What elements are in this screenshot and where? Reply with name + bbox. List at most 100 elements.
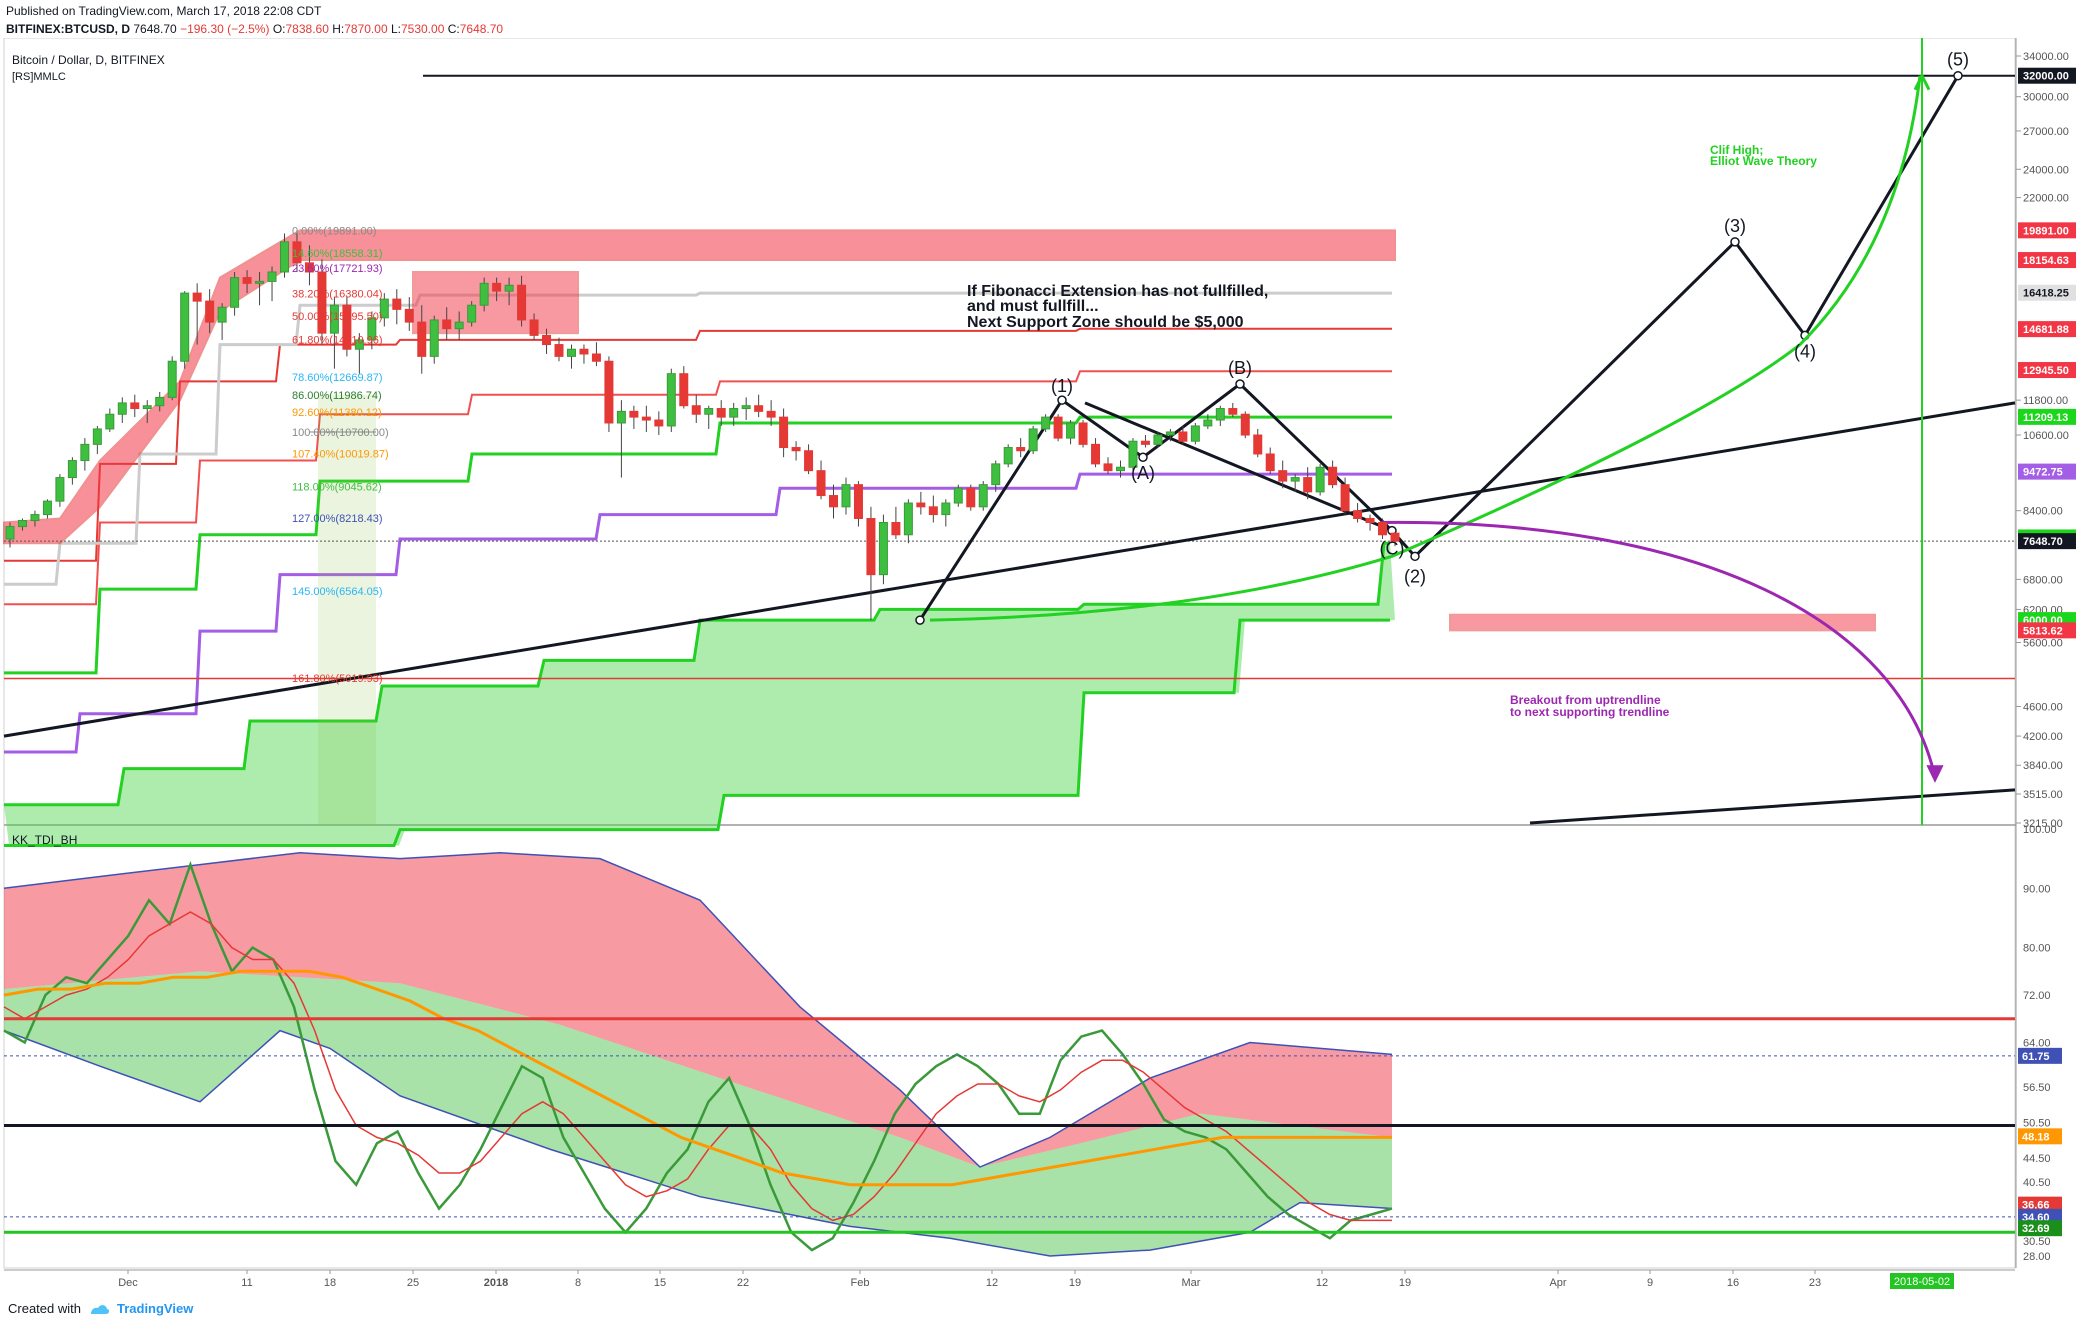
candle: [554, 344, 564, 357]
candle: [1328, 466, 1338, 486]
price-tick-label: 10600.00: [2023, 430, 2069, 442]
candle: [317, 271, 327, 334]
low-value: 7530.00: [400, 22, 445, 36]
candle: [654, 419, 664, 427]
indicator-label: 36.66: [2022, 1200, 2050, 1212]
price-tick-label: 3215.00: [2023, 818, 2063, 830]
candle: [928, 506, 938, 516]
tdi-red-band: [4, 852, 1392, 1168]
grey-band: [4, 291, 1392, 586]
candle: [1253, 434, 1263, 455]
indicator-tick-label: 40.50: [2023, 1177, 2051, 1189]
fib-label: 86.00%(11986.74): [292, 390, 382, 402]
footer-created-label: Created with: [8, 1301, 81, 1316]
candle: [1353, 510, 1363, 520]
fib-label: 145.00%(6564.05): [292, 586, 383, 598]
candle: [566, 348, 576, 357]
last-price: 7648.70: [133, 22, 177, 36]
candle: [941, 502, 951, 516]
chart-canvas[interactable]: Bitcoin / Dollar, D, BITFINEX [RS]MMLC 0.0…: [0, 38, 2078, 1300]
high-value: 7870.00: [344, 22, 388, 36]
candle: [816, 470, 826, 497]
candle: [479, 282, 489, 306]
wave-label: (A): [1131, 463, 1155, 483]
candle: [105, 413, 115, 430]
candle: [903, 502, 913, 536]
candle: [1066, 422, 1076, 439]
candle: [1115, 466, 1125, 472]
uptrend-line: [3, 401, 2016, 738]
candle: [866, 518, 876, 576]
time-tick-label: 22: [737, 1277, 749, 1289]
candle: [804, 450, 814, 472]
price-tick-label: 3515.00: [2023, 789, 2063, 801]
wave-point: [1410, 551, 1420, 562]
support-box: [1449, 613, 1876, 632]
candle: [467, 304, 477, 323]
candle: [67, 460, 77, 479]
price-label: 9472.75: [2023, 467, 2063, 479]
price-tick-label: 11800.00: [2023, 395, 2068, 407]
candle: [829, 495, 839, 508]
indicator-label-box: [2018, 1196, 2062, 1213]
date-highlight-label: 2018-05-02: [1894, 1276, 1950, 1288]
resistance-box: [412, 270, 579, 335]
candle: [916, 502, 926, 508]
tdi-lower-line: [3, 1029, 1393, 1257]
tdi-green-band: [4, 971, 1392, 1256]
candle: [1140, 440, 1150, 445]
wave-point: [1953, 70, 1963, 81]
wave-point: [1057, 395, 1067, 405]
candle: [1003, 447, 1013, 465]
candle: [1390, 532, 1400, 542]
candle: [192, 292, 202, 302]
price-tick-label: 8400.00: [2023, 506, 2063, 518]
candle: [17, 520, 27, 528]
published-line: Published on TradingView.com, March 17, …: [6, 4, 322, 18]
time-tick-label: 12: [986, 1277, 998, 1289]
candle: [1041, 416, 1051, 430]
candle: [604, 360, 614, 424]
candle: [367, 317, 377, 341]
green-projection-curve: [929, 75, 1922, 622]
fib-label: 50.00%(15295.50): [292, 311, 383, 323]
candle: [978, 484, 988, 508]
wave-point: [1138, 452, 1148, 462]
candle: [1190, 425, 1200, 442]
indicator-tick-label: 30.50: [2023, 1236, 2051, 1248]
candle: [1303, 477, 1313, 493]
price-label-box: [2018, 222, 2076, 239]
high-label: H:: [332, 22, 345, 36]
price-label: 14681.88: [2023, 324, 2069, 336]
candle: [529, 319, 539, 336]
breakout-label-2: to next supporting trendline: [1510, 705, 1670, 719]
candle: [991, 463, 1001, 486]
candle: [853, 484, 863, 520]
candle: [1103, 463, 1113, 472]
candle: [517, 284, 527, 321]
fib-label: 0.00%(19891.00): [292, 225, 376, 237]
candle: [1078, 422, 1088, 445]
time-tick-label: 19: [1399, 1277, 1411, 1289]
price-tick-label: 22000.00: [2023, 193, 2069, 205]
candle: [329, 304, 339, 334]
time-tick-label: 9: [1647, 1277, 1653, 1289]
wave-label: (B): [1228, 358, 1252, 378]
candle: [5, 526, 15, 540]
price-label: 7648.70: [2023, 536, 2063, 548]
candle: [267, 271, 277, 282]
indicator-label: 48.18: [2022, 1131, 2050, 1143]
price-tick-label: 4600.00: [2023, 702, 2063, 714]
price-label: 19891.00: [2023, 225, 2069, 237]
indicator-tick-label: 80.00: [2023, 943, 2051, 955]
candle: [1290, 477, 1300, 482]
purple-breakout-arc: [1379, 520, 1937, 778]
indicator-tick-label: 100.00: [2023, 824, 2057, 836]
candle: [117, 402, 127, 415]
fib-label: 118.00%(9045.62): [292, 482, 382, 494]
candle: [1016, 447, 1026, 452]
candle: [1265, 453, 1275, 472]
footer-brand[interactable]: TradingView: [116, 1301, 194, 1316]
fib-note-line-3: Next Support Zone should be $5,000: [967, 314, 1244, 331]
price-label: 11209.13: [2023, 412, 2068, 424]
